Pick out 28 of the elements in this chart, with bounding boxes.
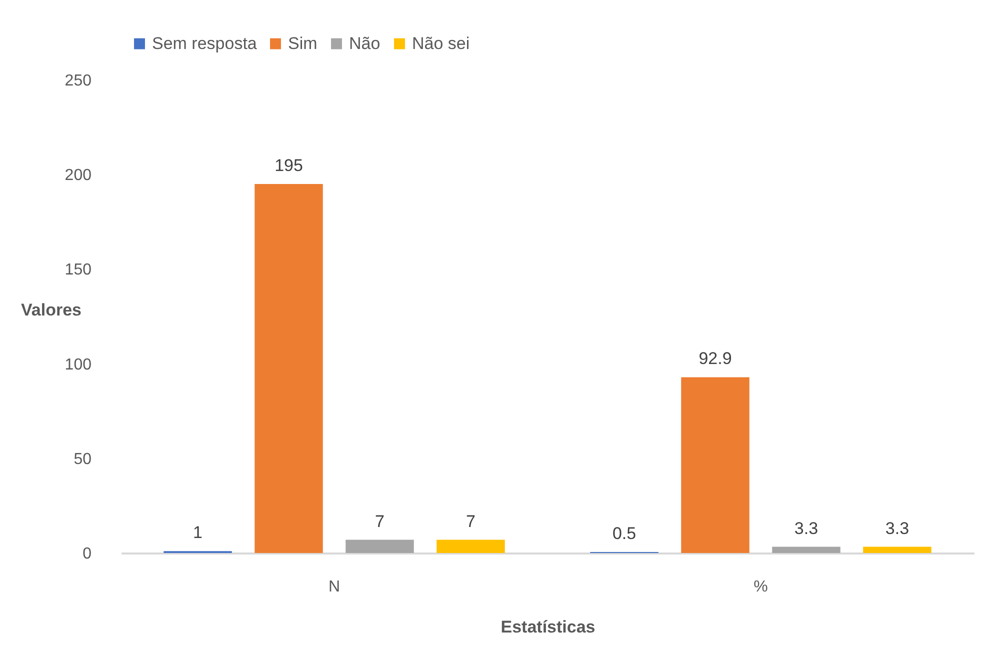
data-label: 3.3 xyxy=(794,518,818,538)
y-tick-label: 250 xyxy=(64,72,92,90)
data-label: 7 xyxy=(466,512,476,531)
x-axis-title: Estatísticas xyxy=(500,618,596,636)
bar xyxy=(346,540,414,553)
y-tick-label: 50 xyxy=(74,450,92,468)
bar xyxy=(681,377,750,553)
y-tick-label: 150 xyxy=(64,262,92,279)
legend-label: Sim xyxy=(288,34,318,53)
bar xyxy=(436,540,505,553)
data-label: 1 xyxy=(193,523,203,542)
legend-label: Sem resposta xyxy=(152,34,258,53)
y-tick-label: 200 xyxy=(64,167,92,184)
y-axis-title: Valores xyxy=(21,300,82,320)
data-label: 7 xyxy=(375,512,384,531)
y-tick-label: 100 xyxy=(64,356,92,374)
legend-label: Não xyxy=(349,34,380,53)
y-tick-label: 0 xyxy=(82,546,92,562)
x-tick-label: N xyxy=(328,578,340,596)
data-label: 195 xyxy=(274,156,303,176)
bar xyxy=(254,184,323,553)
bar xyxy=(863,546,932,553)
data-label: 92.9 xyxy=(698,349,732,368)
x-tick-label: % xyxy=(754,578,768,596)
data-label: 0.5 xyxy=(612,524,636,544)
legend-label: Não sei xyxy=(412,34,470,53)
bar xyxy=(772,546,840,553)
data-label: 3.3 xyxy=(885,518,910,538)
